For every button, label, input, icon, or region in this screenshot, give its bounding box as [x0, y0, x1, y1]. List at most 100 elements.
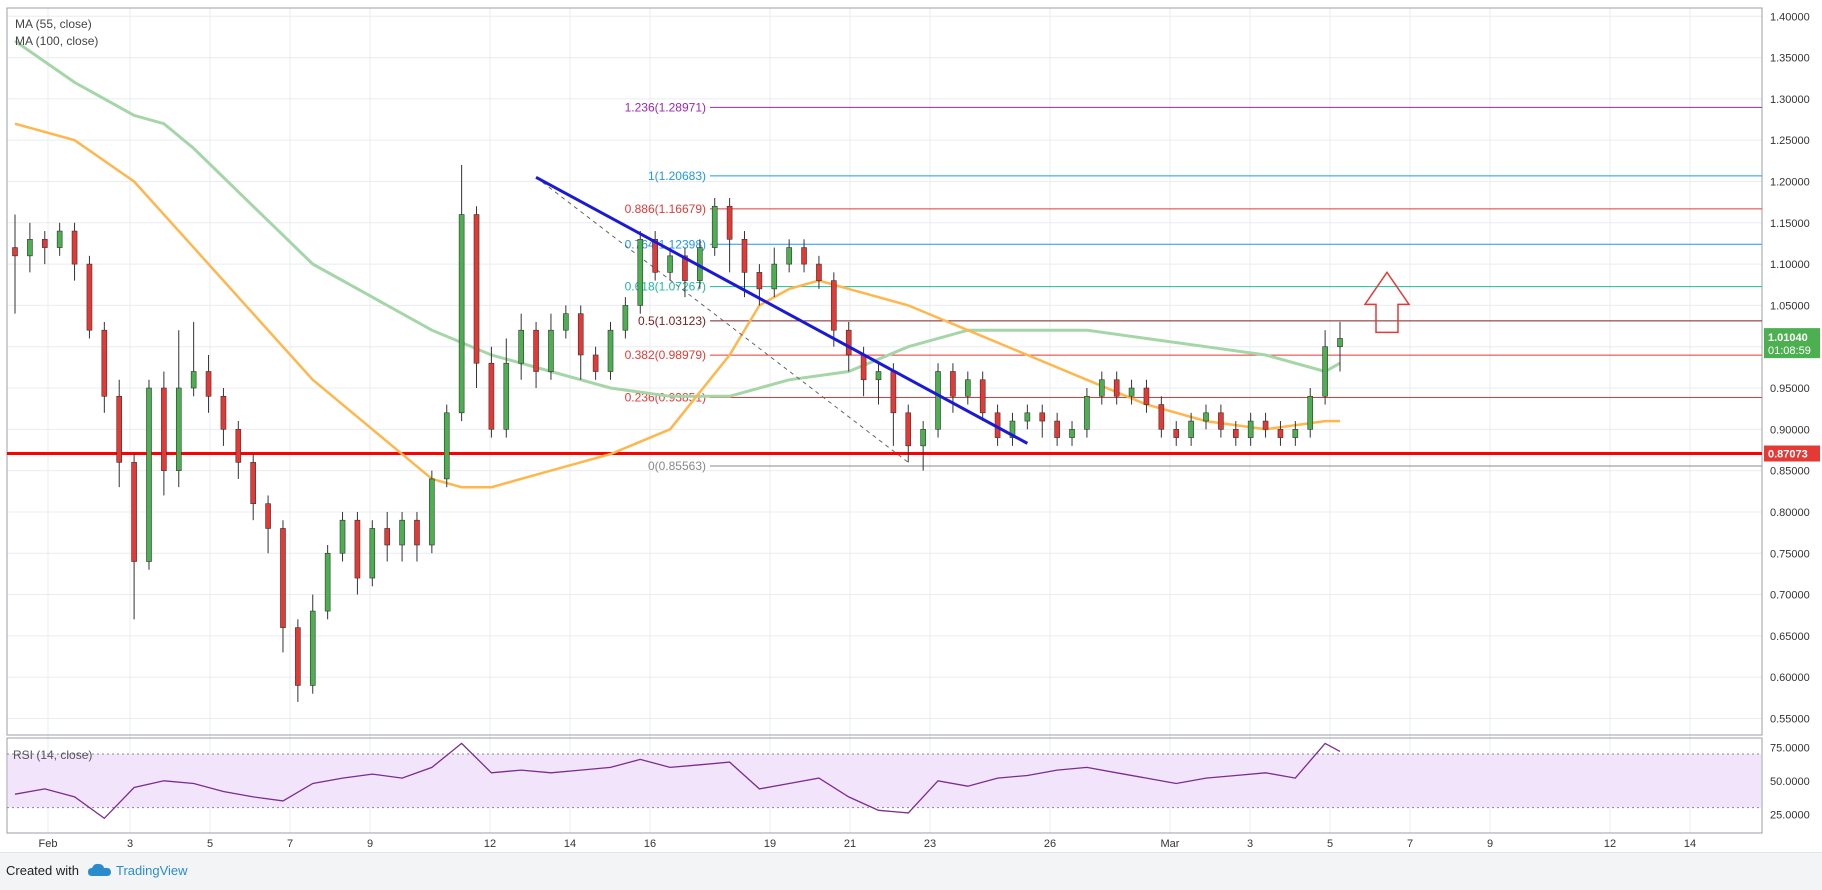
candle-body — [577, 313, 584, 356]
candle-body — [711, 205, 718, 248]
candle-body — [890, 371, 897, 414]
price-chart[interactable]: 1.40000 1.35000 1.30000 1.25000 1.20000 1.150… — [0, 0, 1822, 852]
x-tick-label: Mar — [1161, 838, 1180, 850]
candle-body — [1128, 387, 1135, 397]
rsi-tick-label: 75.0000 — [1770, 742, 1810, 754]
candle-body — [146, 387, 152, 562]
x-tick-label: 19 — [764, 838, 776, 850]
candle-body — [786, 247, 792, 265]
candle-body — [41, 239, 48, 248]
candle-body — [1039, 412, 1046, 422]
candle-body — [12, 247, 18, 257]
candle-body — [875, 371, 882, 381]
fib-swing-dashed-line — [535, 176, 909, 463]
tradingview-link[interactable]: TradingView — [116, 863, 188, 878]
candle-body — [563, 313, 569, 331]
candle-body — [384, 528, 390, 546]
candle-body — [1084, 395, 1090, 430]
y-tick-label: 0.65000 — [1770, 631, 1810, 643]
y-tick-label: 0.85000 — [1770, 466, 1810, 478]
rsi-indicator-label[interactable]: RSI (14, close) — [13, 748, 93, 762]
candle-body — [965, 379, 971, 397]
candle-body — [652, 239, 658, 273]
candle-body — [116, 395, 123, 463]
y-tick-label: 1.40000 — [1770, 11, 1810, 23]
fib-level-label: 0.382(0.98979) — [625, 348, 706, 362]
candle-body — [27, 239, 33, 257]
x-tick-label: 23 — [924, 838, 936, 850]
candle-body — [1277, 429, 1284, 438]
fib-level-label: 1.236(1.28971) — [625, 100, 706, 114]
x-tick-label: 26 — [1044, 838, 1056, 850]
rsi-line — [14, 742, 1341, 820]
rsi-tick-label: 50.0000 — [1770, 776, 1810, 788]
x-tick-label: 7 — [287, 838, 293, 850]
candle-body — [637, 239, 644, 306]
x-tick-label: 9 — [367, 838, 373, 850]
y-tick-label: 0.75000 — [1770, 548, 1810, 560]
last-price-box — [1764, 328, 1820, 359]
support-price-box — [1764, 445, 1820, 462]
candle-body — [801, 247, 807, 265]
support-price-label: 0.87073 — [1768, 449, 1808, 461]
y-tick-label: 1.15000 — [1770, 218, 1810, 230]
y-tick-label: 0.95000 — [1770, 383, 1810, 395]
created-with-text: Created with — [6, 863, 79, 878]
candle-body — [369, 528, 376, 579]
candle-body — [845, 329, 852, 356]
candle-body — [250, 462, 257, 504]
candle-body — [935, 371, 941, 430]
candle-body — [503, 362, 510, 430]
candle-body — [235, 429, 242, 463]
candle-body — [473, 214, 480, 364]
candle-body — [592, 354, 599, 372]
fib-level-label: 0.5(1.03123) — [638, 314, 706, 328]
candle-body — [86, 263, 93, 331]
fib-level-label: 0(0.85563) — [648, 459, 706, 473]
price-pane-border — [6, 7, 1763, 736]
candle-body — [280, 528, 286, 628]
candle-body — [1009, 420, 1016, 438]
candle-body — [354, 519, 361, 579]
candle-body — [205, 371, 212, 397]
y-tick-label: 0.90000 — [1770, 424, 1810, 436]
candle-body — [1232, 429, 1239, 438]
candle-body — [101, 329, 108, 397]
ma100-indicator-label[interactable]: MA (100, close) — [15, 34, 99, 48]
candle-body — [1307, 395, 1314, 430]
candle-body — [1322, 346, 1328, 397]
ma55-line — [14, 122, 1340, 489]
last-price-label: 1.01040 — [1768, 332, 1808, 344]
candle-body — [175, 387, 182, 471]
candle-body — [443, 412, 450, 480]
candle-body — [56, 230, 63, 248]
candle-body — [131, 462, 137, 562]
fib-level-label: 0.764(1.12398) — [625, 237, 706, 251]
candle-body — [161, 387, 167, 471]
trendline — [535, 176, 1029, 445]
candle-body — [905, 412, 912, 447]
x-tick-label: 5 — [1327, 838, 1333, 850]
candle-body — [458, 214, 465, 414]
candle-body — [860, 354, 867, 381]
candle-body — [1292, 429, 1299, 438]
candle-body — [1173, 429, 1180, 438]
candle-body — [1247, 420, 1254, 438]
candle-body — [190, 371, 197, 389]
candle-body — [548, 329, 554, 372]
x-tick-label: 12 — [1604, 838, 1616, 850]
candle-body — [920, 429, 926, 447]
candle-body — [950, 371, 956, 397]
y-tick-label: 0.60000 — [1770, 672, 1810, 684]
candle-body — [1218, 412, 1224, 430]
y-tick-label: 0.70000 — [1770, 590, 1810, 602]
candle-body — [1098, 379, 1105, 397]
rsi-tick-label: 25.0000 — [1770, 809, 1810, 821]
candle-body — [399, 519, 405, 546]
ma100-line — [14, 39, 1341, 398]
ma55-indicator-label[interactable]: MA (55, close) — [15, 17, 92, 31]
candle-body — [414, 519, 420, 546]
x-tick-label: 3 — [1247, 838, 1253, 850]
footer: Created with TradingView — [0, 852, 1822, 890]
